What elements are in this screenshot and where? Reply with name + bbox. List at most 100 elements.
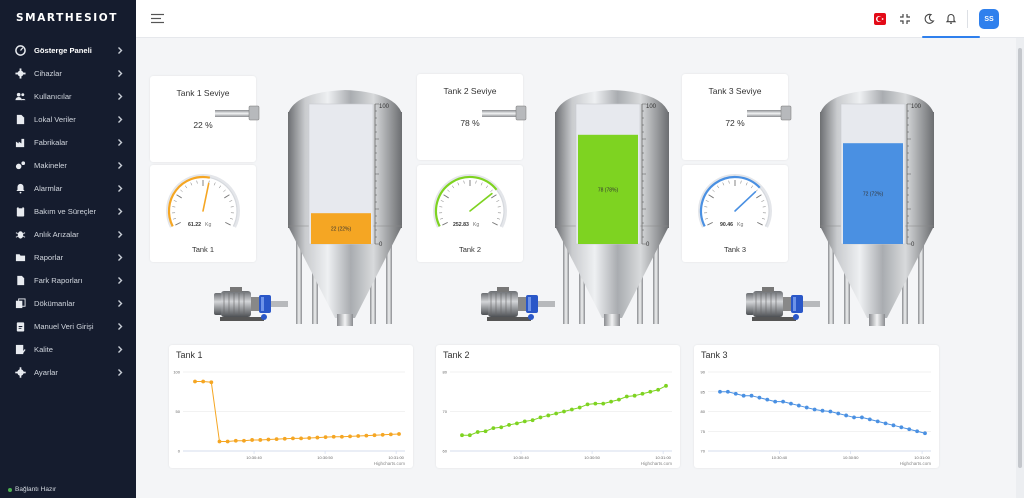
data-point <box>757 395 762 400</box>
data-point <box>569 407 574 412</box>
sidebar-item-gauge[interactable]: Gösterge Paneli <box>0 39 136 62</box>
data-point <box>765 397 770 402</box>
turkish-flag-icon[interactable] <box>874 13 886 25</box>
chart-credits: Highcharts.com <box>641 461 673 466</box>
chart-title: Tank 1 <box>176 350 203 360</box>
page-scrollbar[interactable] <box>1016 38 1024 498</box>
chevron-right-icon <box>116 184 124 193</box>
tank-level-value: 22 % <box>193 120 213 130</box>
copy-icon <box>15 298 26 309</box>
data-point <box>522 419 527 424</box>
tank-gauge-card: 90.46 Kg Tank 3 <box>682 165 788 262</box>
sidebar-item-file[interactable]: Fark Raporları <box>0 269 136 292</box>
data-point <box>323 435 328 440</box>
sidebar-item-gears[interactable]: Makineler <box>0 154 136 177</box>
chevron-right-icon <box>116 230 124 239</box>
data-point <box>274 437 279 442</box>
tank-history-chart: Tank 1 100 50 0 10:30:40 10:30:50 10:31:00 High… <box>169 345 413 468</box>
x-tick-label: 10:31:00 <box>914 455 930 460</box>
sidebar-item-copy[interactable]: Dökümanlar <box>0 292 136 315</box>
sidebar-item-label: Lokal Veriler <box>34 115 76 124</box>
scale-max-label: 100 <box>646 104 657 110</box>
sidebar-item-label: Anlık Arızalar <box>34 230 79 239</box>
sidebar-item-bell[interactable]: Alarmlar <box>0 177 136 200</box>
data-point <box>577 405 582 410</box>
user-avatar[interactable]: SS <box>979 9 999 29</box>
sidebar-item-factory[interactable]: Fabrikalar <box>0 131 136 154</box>
data-point <box>899 425 904 430</box>
bell-icon <box>15 183 26 194</box>
data-point <box>867 417 872 422</box>
pump-motor-illustration <box>214 287 288 321</box>
chevron-right-icon <box>116 345 124 354</box>
data-point <box>664 383 668 388</box>
gears-icon <box>15 160 26 171</box>
sidebar-item-clipboard-edit[interactable]: Manuel Veri Girişi <box>0 315 136 338</box>
data-point <box>852 415 856 420</box>
sidebar-item-label: Raporlar <box>34 253 64 262</box>
status-dot <box>8 487 12 492</box>
sidebar-item-label: Alarmlar <box>34 184 63 193</box>
sidebar-item-users[interactable]: Kullanıcılar <box>0 85 136 108</box>
y-tick-label: 100 <box>173 370 180 375</box>
sidebar-item-quality[interactable]: Kalite <box>0 338 136 361</box>
sidebar-item-label: Kalite <box>34 345 53 354</box>
data-point <box>562 409 566 414</box>
sidebar-item-gear[interactable]: Cihazlar <box>0 62 136 85</box>
line-chart: 90 85 80 75 70 10:30:40 10:30:50 10:31:00Highch… <box>701 370 932 467</box>
chevron-right-icon <box>116 161 124 170</box>
tank-level-value: 72 % <box>725 118 745 128</box>
data-point <box>733 391 738 396</box>
document-icon <box>15 114 26 125</box>
data-point <box>499 425 504 430</box>
tank-history-chart: Tank 3 90 85 80 75 70 10:30:40 10:30:50 10:31:00… <box>694 345 939 468</box>
sidebar-item-label: Kullanıcılar <box>34 92 72 101</box>
data-point <box>624 394 629 399</box>
sidebar-item-bug[interactable]: Anlık Arızalar <box>0 223 136 246</box>
connection-status: Bağlantı Hazır <box>8 486 56 493</box>
sidebar-item-folder[interactable]: Raporlar <box>0 246 136 269</box>
x-tick-label: 10:31:00 <box>655 455 671 460</box>
chart-credits: Highcharts.com <box>374 461 406 466</box>
x-tick-label: 10:30:40 <box>513 455 529 460</box>
data-point <box>507 423 511 427</box>
cog-icon <box>15 367 26 378</box>
data-point <box>891 423 896 428</box>
dark-mode-icon[interactable] <box>923 13 935 25</box>
users-icon <box>15 91 26 102</box>
x-tick-label: 10:30:40 <box>246 455 262 460</box>
sidebar-item-cog[interactable]: Ayarlar <box>0 361 136 384</box>
sidebar-item-label: Bakım ve Süreçler <box>34 207 97 216</box>
data-point <box>907 427 912 432</box>
scale-min-label: 0 <box>911 242 915 248</box>
data-point <box>804 405 809 410</box>
data-point <box>554 411 559 416</box>
data-point <box>844 413 849 418</box>
sidebar-item-document[interactable]: Lokal Veriler <box>0 108 136 131</box>
data-point <box>601 401 606 406</box>
data-point <box>749 393 754 398</box>
scrollbar-thumb[interactable] <box>1018 48 1022 468</box>
data-point <box>201 379 206 384</box>
chevron-right-icon <box>116 115 124 124</box>
fullscreen-icon[interactable] <box>899 13 911 25</box>
data-point <box>460 433 464 438</box>
y-tick-label: 90 <box>701 370 706 375</box>
data-point <box>741 393 746 398</box>
pump-motor-illustration <box>481 287 555 321</box>
logo: SMARTHESIOT <box>16 12 119 24</box>
data-point <box>193 379 197 384</box>
menu-toggle-icon[interactable] <box>151 13 164 24</box>
data-point <box>585 402 590 407</box>
data-point <box>725 389 730 394</box>
x-tick-label: 10:30:50 <box>584 455 600 460</box>
data-point <box>388 432 393 437</box>
tank-level-title: Tank 1 Seviye <box>176 88 230 98</box>
sidebar-item-clipboard[interactable]: Bakım ve Süreçler <box>0 200 136 223</box>
notification-bell-icon[interactable] <box>945 13 957 25</box>
gauge-tank-name: Tank 1 <box>191 245 215 254</box>
chevron-right-icon <box>116 207 124 216</box>
data-point <box>538 415 543 420</box>
data-point <box>266 437 271 442</box>
data-point <box>364 433 369 438</box>
